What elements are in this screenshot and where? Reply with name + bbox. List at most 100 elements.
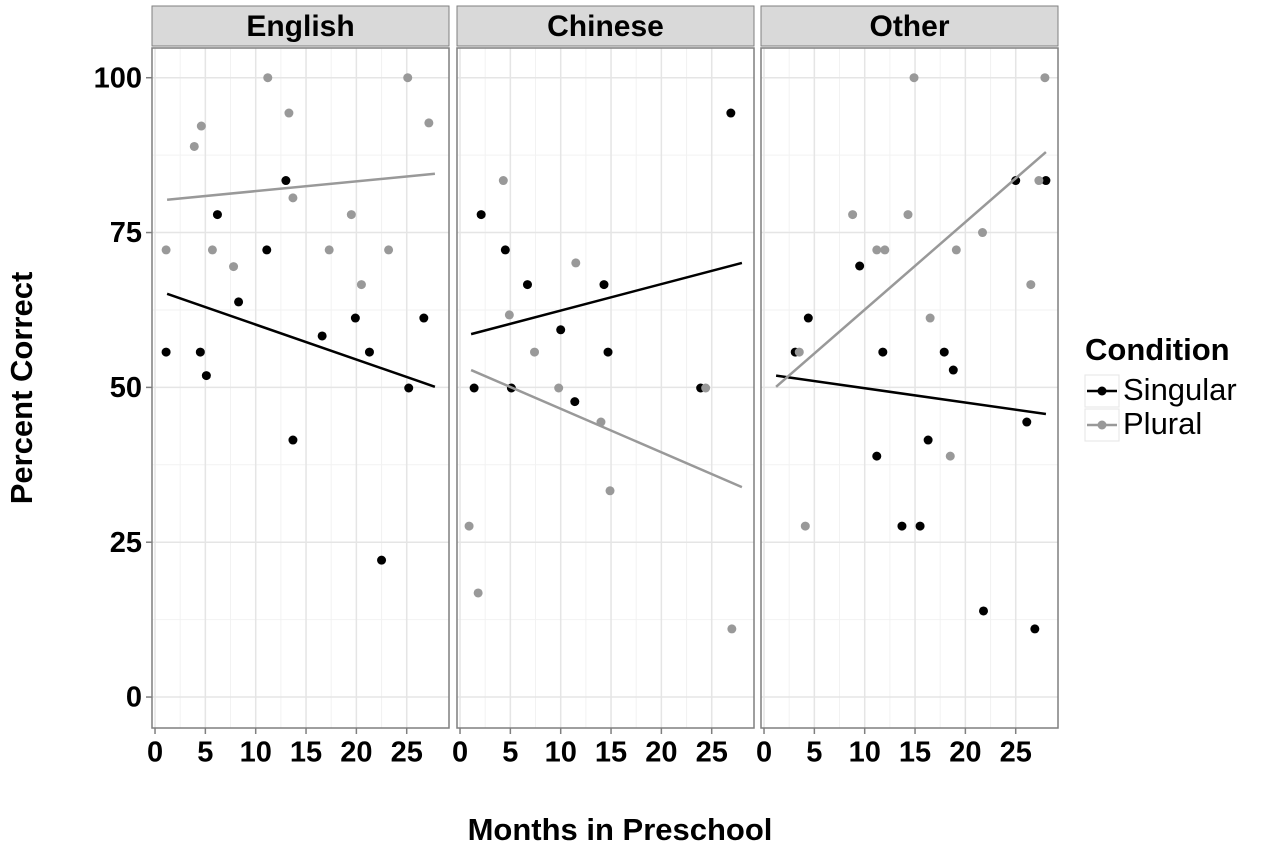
y-tick-label: 25 [110, 527, 142, 559]
data-point [364, 347, 374, 357]
data-point [346, 210, 356, 220]
data-point [923, 435, 933, 445]
data-point [897, 521, 907, 531]
strip [760, 5, 1059, 47]
legend-point [1097, 420, 1107, 430]
data-point [207, 245, 217, 255]
x-tick-label: 10 [240, 737, 272, 769]
data-point [500, 245, 510, 255]
data-point [603, 347, 613, 357]
data-point [570, 397, 580, 407]
legend-label: Singular [1123, 372, 1237, 407]
data-point [201, 371, 211, 381]
data-point [196, 121, 206, 131]
data-point [1011, 176, 1021, 186]
data-point [925, 313, 935, 323]
data-point [605, 486, 615, 496]
strip-label: Other [869, 10, 949, 43]
data-point [161, 245, 171, 255]
data-point [880, 245, 890, 255]
y-tick-label: 50 [110, 372, 142, 404]
panel-border [760, 47, 1059, 729]
x-tick-label: 10 [849, 737, 881, 769]
fit-line [470, 368, 743, 489]
data-point [571, 258, 581, 268]
data-point [229, 262, 239, 272]
data-point [281, 176, 291, 186]
x-tick-label: 15 [290, 737, 322, 769]
data-point [1026, 280, 1036, 290]
data-point [234, 297, 244, 307]
data-point [599, 280, 609, 290]
data-point [284, 108, 294, 118]
data-point [872, 451, 882, 461]
data-point [1040, 73, 1050, 83]
data-point [404, 383, 414, 393]
data-point [948, 365, 958, 375]
data-point [377, 555, 387, 565]
x-tick-label: 20 [645, 737, 677, 769]
data-point [324, 245, 334, 255]
data-point [945, 451, 955, 461]
data-point [212, 210, 222, 220]
data-point [464, 521, 474, 531]
strip-label: English [246, 10, 354, 43]
data-point [554, 383, 564, 393]
x-axis-title: Months in Preschool [468, 812, 773, 847]
strip [456, 5, 755, 47]
y-tick-label: 0 [126, 682, 142, 714]
data-point [263, 73, 273, 83]
data-point [473, 588, 483, 598]
x-tick-label: 5 [806, 737, 822, 769]
data-point [356, 280, 366, 290]
data-point [909, 73, 919, 83]
data-point [800, 521, 810, 531]
x-tick-label: 25 [696, 737, 728, 769]
data-point [1041, 176, 1051, 186]
data-point [878, 347, 888, 357]
fit-line [166, 292, 436, 388]
strip-label: Chinese [547, 10, 664, 43]
fit-line [775, 151, 1047, 388]
data-point [803, 313, 813, 323]
data-point [1022, 417, 1032, 427]
data-point [848, 210, 858, 220]
data-point [189, 141, 199, 151]
data-point [384, 245, 394, 255]
data-point [978, 606, 988, 616]
x-tick-label: 0 [452, 737, 468, 769]
legend-title: Condition [1085, 332, 1230, 367]
x-tick-label: 25 [391, 737, 423, 769]
y-tick-label: 75 [110, 217, 142, 249]
data-point [498, 176, 508, 186]
panel-border [456, 47, 755, 729]
data-point [469, 383, 479, 393]
x-tick-label: 25 [1000, 737, 1032, 769]
data-point [288, 435, 298, 445]
data-point [350, 313, 360, 323]
data-point [727, 624, 737, 634]
data-point [403, 73, 413, 83]
legend-label: Plural [1123, 406, 1202, 441]
data-point [161, 347, 171, 357]
data-point [726, 108, 736, 118]
x-tick-label: 20 [949, 737, 981, 769]
data-point [872, 245, 882, 255]
data-point [476, 210, 486, 220]
data-point [915, 521, 925, 531]
data-point [419, 313, 429, 323]
fit-line [775, 374, 1047, 416]
data-point [903, 210, 913, 220]
data-point [288, 193, 298, 203]
data-point [317, 331, 327, 341]
data-point [1030, 624, 1040, 634]
x-tick-label: 15 [899, 737, 931, 769]
fit-line [166, 172, 436, 201]
x-tick-label: 5 [197, 737, 213, 769]
x-tick-label: 5 [502, 737, 518, 769]
legend-point [1097, 386, 1107, 396]
data-point [262, 245, 272, 255]
data-point [977, 228, 987, 238]
fit-line [470, 261, 743, 336]
